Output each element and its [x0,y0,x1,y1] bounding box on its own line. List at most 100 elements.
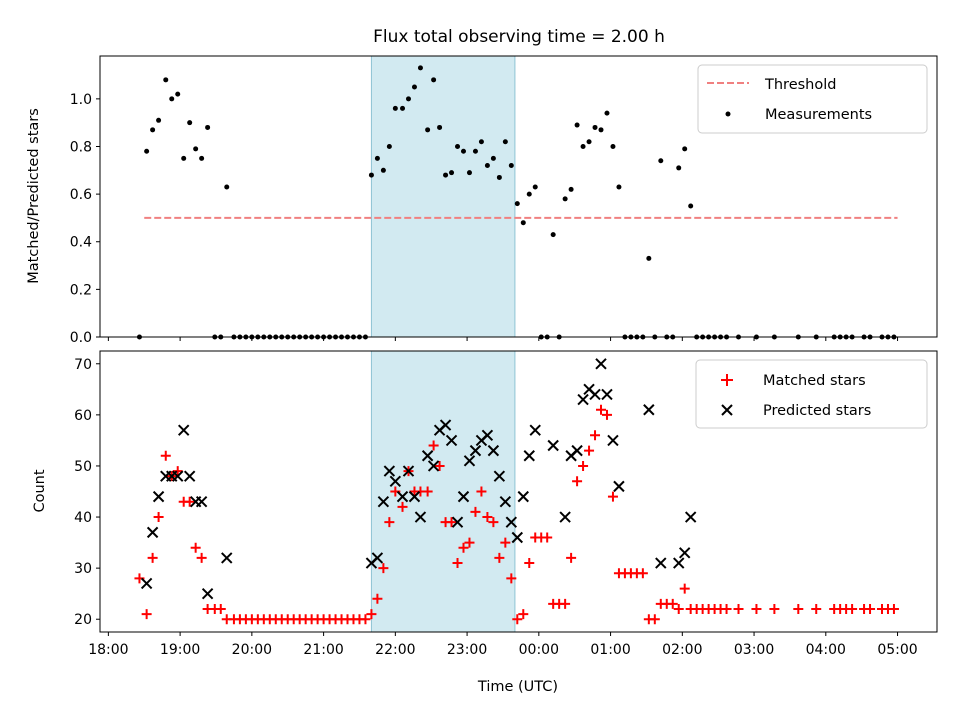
predicted-stars-point [577,393,589,406]
matched-stars-point [811,604,822,615]
predicted-stars-point [377,496,390,508]
measurement-point [646,255,652,261]
predicted-stars-point [684,511,697,523]
matched-stars-point [464,537,475,548]
measurement-point [478,139,484,145]
predicted-stars-point [463,455,476,467]
measurement-point [417,65,423,71]
measurement-point [658,158,664,164]
measurement-point [676,165,682,171]
measurement-point [205,124,211,130]
measurement-point [455,143,461,149]
measurement-point [508,163,514,169]
measurement-point [386,143,392,149]
matched-stars-point [190,542,201,553]
matched-stars-point [500,537,511,548]
bottom-y-axis-label: Count [32,469,48,512]
predicted-stars-point [445,434,458,447]
bottom-y-tick-label: 50 [74,459,92,475]
x-tick-label: 02:00 [662,642,702,658]
measurement-point [604,110,610,116]
matched-stars-point [590,430,601,441]
measurement-point [169,96,175,102]
legend-predicted-swatch [721,404,733,416]
matched-stars-point [215,604,226,615]
top-axes-frame [99,55,938,338]
legend-measurements-label: Measurements [765,107,872,123]
measurement-point [400,105,406,111]
matched-stars-point [888,604,899,615]
matched-stars-point [584,445,595,456]
predicted-stars-point [457,490,470,503]
top-y-tick-label: 1.0 [70,92,92,108]
matched-stars-point [769,604,780,615]
x-axis-label: Time (UTC) [477,679,558,695]
measurement-point [484,163,490,169]
predicted-stars-point [414,511,427,523]
matched-stars-point [476,486,487,497]
predicted-stars-point [505,516,518,528]
predicted-stars-point [673,557,685,569]
matched-stars-point [542,532,553,543]
predicted-stars-point [523,450,535,462]
predicted-stars-point [511,531,524,544]
predicted-stars-point [613,480,625,493]
matched-stars-point [847,604,858,615]
measurement-point [616,184,622,190]
matched-stars-point [488,517,499,528]
predicted-stars-point [140,577,153,590]
matched-stars-point [601,409,612,420]
predicted-stars-point [371,552,384,564]
measurement-point [460,148,466,154]
matched-stars-point [560,598,571,609]
measurement-point [520,220,526,226]
x-tick-label: 01:00 [590,642,630,658]
matched-stars-point [172,466,183,477]
measurement-point [437,124,443,130]
bottom-y-tick-label: 30 [74,561,92,577]
measurement-point [580,143,586,149]
predicted-stars-point [152,490,165,503]
measurement-point [466,170,472,176]
matched-stars-point [428,440,439,451]
bottom-axes-frame [99,350,938,633]
matched-stars-point [153,512,164,523]
matched-stars-point [865,604,876,615]
matched-stars-point [596,404,607,415]
predicted-stars-point [607,434,619,447]
matched-stars-point [512,614,523,625]
measurement-point [688,203,694,209]
matched-stars-point [470,506,481,517]
measurement-point [449,170,455,176]
measurement-point [411,84,417,90]
predicted-stars-point [421,450,434,462]
matched-stars-point [458,542,469,553]
measurement-point [496,174,502,180]
x-tick-label: 22:00 [375,642,415,658]
predicted-stars-point [517,490,529,503]
chart-title: Flux total observing time = 2.00 h [373,27,665,47]
predicted-stars-point [172,470,184,482]
predicted-stars-point [655,557,667,569]
predicted-stars-point [481,429,494,442]
top-panel: 0.0 0.2 0.4 0.6 0.8 1.0 Matched/Predicted sta… [26,55,938,346]
predicted-stars-point [146,526,159,539]
x-tick-label: 00:00 [519,642,559,658]
measurement-point [490,155,496,161]
measurement-point [550,232,556,238]
matched-stars-point [184,496,195,507]
matched-stars-point [378,563,389,574]
top-y-tick-label: 0.0 [70,330,92,346]
measurement-point [368,172,374,178]
predicted-stars-point [487,444,500,457]
top-y-tick-label: 0.6 [70,187,92,203]
matched-stars-point [384,517,395,528]
matched-stars-point [397,501,408,512]
measurement-point [598,127,604,133]
matched-stars-point [482,512,493,523]
measurement-point [443,172,449,178]
legend-matched-swatch [721,374,733,386]
predicted-stars-point [201,587,214,600]
x-tick-label: 23:00 [447,642,487,658]
measurement-point [163,77,169,83]
